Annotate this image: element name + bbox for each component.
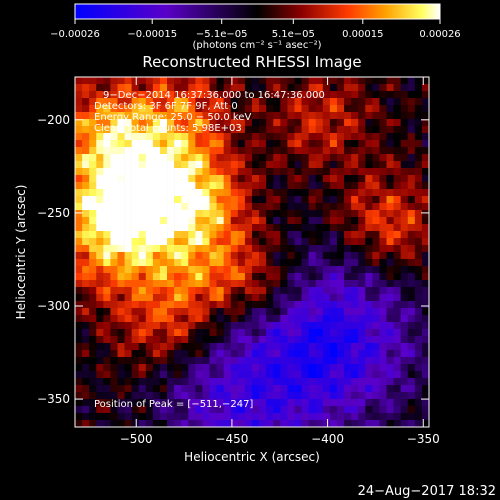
x-axis-label: Heliocentric X (arcsec) <box>184 450 320 464</box>
y-tick-label: −250 <box>37 206 70 220</box>
colorbar-ticks: −0.00026 −0.00015 −5.1e−05 5.1e−05 0.00015 0.… <box>50 19 461 40</box>
annotation-energy: Energy Range: 25.0 − 50.0 keV <box>94 112 251 123</box>
annotation-time-range: 9−Dec−2014 16:37:36.000 to 16:47:36.000 <box>103 90 325 101</box>
chart-title: Reconstructed RHESSI Image <box>142 53 361 71</box>
heatmap-cells <box>75 77 429 427</box>
annotation-peak: Position of Peak = [−511,−247] <box>94 399 253 410</box>
footer-date: 24−Aug−2017 18:32 <box>358 484 496 499</box>
annotation-block: 9−Dec−2014 16:37:36.000 to 16:47:36.000 … <box>94 90 325 134</box>
x-tick-label: −450 <box>215 432 248 446</box>
colorbar-tick-label: 0.00026 <box>419 29 460 40</box>
x-tick-label: −350 <box>407 432 440 446</box>
y-tick-label: −200 <box>37 113 70 127</box>
colorbar-unit-label: (photons cm⁻² s⁻¹ asec⁻²) <box>192 40 321 51</box>
y-axis-label: Heliocentric Y (arcsec) <box>14 185 28 320</box>
colorbar-tick-label: 5.1e−05 <box>272 29 315 40</box>
colorbar-tick-label: −5.1e−05 <box>196 29 248 40</box>
x-tick-label: −500 <box>120 432 153 446</box>
y-tick-label: −300 <box>37 299 70 313</box>
axis-ticks: −500 −450 −400 −350 −350 −300 −250 −200 <box>37 77 440 446</box>
colorbar-tick-label: −0.00015 <box>127 29 177 40</box>
plot-frame <box>74 76 430 428</box>
x-tick-label: −400 <box>311 432 344 446</box>
colorbar-tick-label: −0.00026 <box>50 29 100 40</box>
colorbar <box>74 3 441 20</box>
annotation-detectors: Detectors: 3F 6F 7F 9F, Att 0 <box>94 101 238 112</box>
colorbar-tick-label: 0.00015 <box>342 29 383 40</box>
y-tick-label: −350 <box>37 392 70 406</box>
annotation-clean: Clean Total counts: 5.98E+03 <box>94 123 242 134</box>
